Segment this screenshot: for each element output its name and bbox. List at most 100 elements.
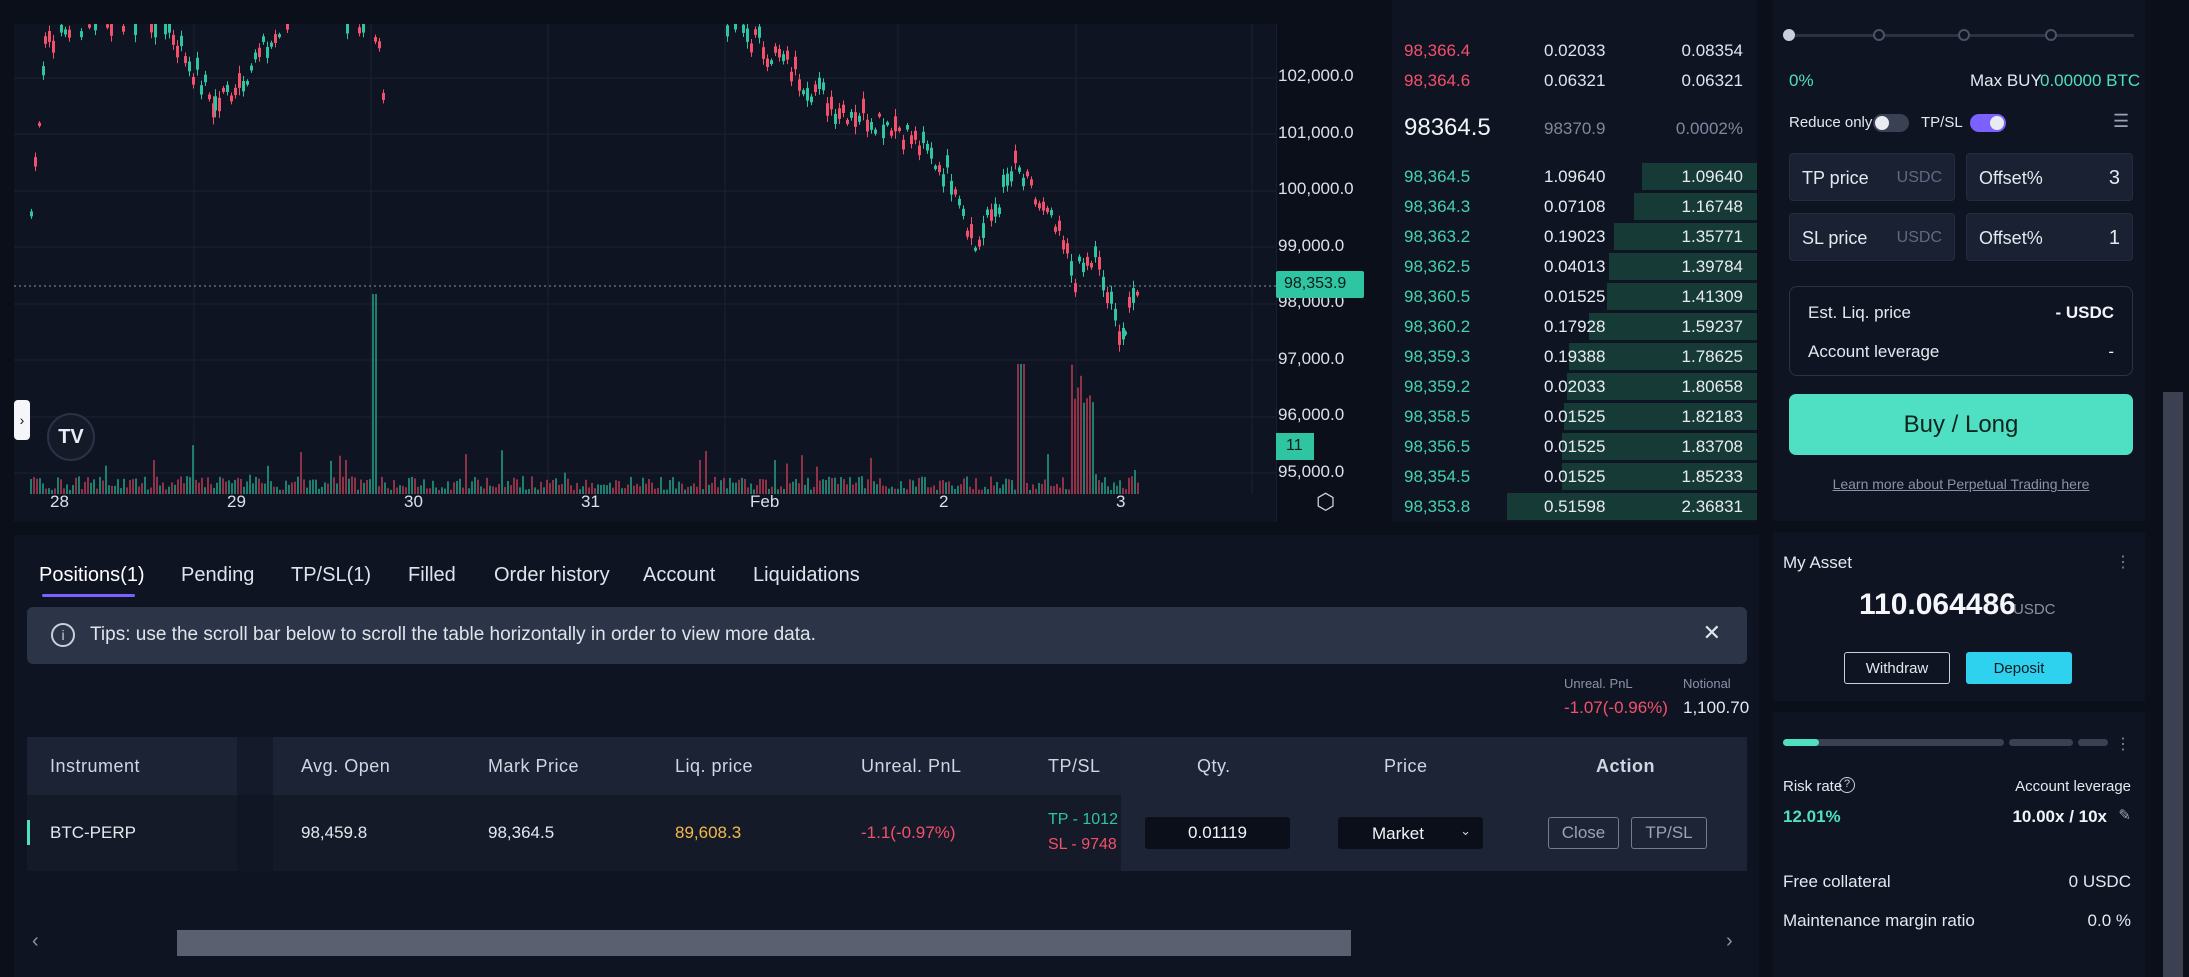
y-tick: 100,000.0 xyxy=(1278,179,1354,198)
bid-row[interactable]: 98,360.2 0.17928 1.59237 xyxy=(1392,311,1757,341)
candle-body xyxy=(946,155,949,168)
tab-order-history[interactable]: Order history xyxy=(494,564,610,586)
tp-price-field[interactable]: TP price USDC xyxy=(1789,153,1955,201)
candle-body xyxy=(866,119,869,132)
tab-liquidations[interactable]: Liquidations xyxy=(753,564,860,586)
candle-body xyxy=(94,24,97,31)
candle-body xyxy=(994,203,997,217)
expand-sidebar-icon[interactable]: › xyxy=(14,400,30,440)
page-scrollbar[interactable] xyxy=(2163,392,2183,977)
volume-bar xyxy=(477,479,479,494)
bid-row[interactable]: 98,353.8 0.51598 2.36831 xyxy=(1392,491,1757,521)
bid-row[interactable]: 98,354.5 0.01525 1.85233 xyxy=(1392,461,1757,491)
candle-body xyxy=(180,35,183,47)
volume-bar xyxy=(516,479,518,494)
bid-row[interactable]: 98,360.5 0.01525 1.41309 xyxy=(1392,281,1757,311)
candle-body xyxy=(998,207,1001,215)
price-chart[interactable] xyxy=(14,24,1277,522)
learn-more-link[interactable]: Learn more about Perpetual Trading here xyxy=(1832,476,2090,492)
candle-body xyxy=(1034,199,1037,205)
bid-row[interactable]: 98,364.3 0.07108 1.16748 xyxy=(1392,191,1757,221)
horizontal-scrollbar[interactable] xyxy=(177,930,1351,956)
qty-input[interactable]: 0.01119 xyxy=(1145,817,1290,849)
withdraw-button[interactable]: Withdraw xyxy=(1844,652,1950,684)
candle-body xyxy=(746,28,749,42)
volume-bar xyxy=(1113,482,1115,494)
volume-bar xyxy=(663,489,665,494)
x-tick: 28 xyxy=(50,492,69,511)
bid-row[interactable]: 98,359.2 0.02033 1.80658 xyxy=(1392,371,1757,401)
tp-offset-field[interactable]: Offset% 3 xyxy=(1966,153,2133,201)
volume-bar xyxy=(1035,488,1037,494)
volume-bar xyxy=(1074,398,1076,494)
bid-row[interactable]: 98,362.5 0.04013 1.39784 xyxy=(1392,251,1757,281)
tab-filled[interactable]: Filled xyxy=(408,564,456,586)
volume-bar xyxy=(471,481,473,494)
candle-body xyxy=(212,103,215,118)
volume-bar xyxy=(33,477,35,494)
deposit-button[interactable]: Deposit xyxy=(1966,652,2072,684)
candle-body xyxy=(270,42,273,47)
volume-bar xyxy=(204,487,206,494)
scroll-left-icon[interactable]: ‹ xyxy=(32,930,39,952)
slider-handle[interactable] xyxy=(1783,29,1795,41)
close-icon[interactable]: ✕ xyxy=(1702,620,1721,645)
volume-bar xyxy=(570,485,572,494)
price-select[interactable]: Market ⌄ xyxy=(1338,817,1483,849)
candlestick-chart[interactable] xyxy=(14,24,1277,522)
volume-bar xyxy=(486,477,488,494)
candle-body xyxy=(1078,256,1081,262)
volume-bar xyxy=(1110,489,1112,494)
tab-account[interactable]: Account xyxy=(643,564,716,586)
tradingview-logo[interactable]: TV xyxy=(47,413,95,461)
volume-bar xyxy=(807,477,809,494)
slider-mark[interactable] xyxy=(1873,29,1885,41)
more-icon[interactable]: ⋮ xyxy=(2115,554,2131,571)
ask-row[interactable]: 98,366.4 0.02033 0.08354 xyxy=(1392,35,1757,65)
tab-tpsl[interactable]: TP/SL(1) xyxy=(291,564,372,586)
reduce-only-toggle[interactable] xyxy=(1873,114,1909,132)
scroll-right-icon[interactable]: › xyxy=(1726,930,1733,952)
volume-bar xyxy=(366,480,368,494)
volume-bar xyxy=(981,489,983,494)
volume-bar xyxy=(681,483,683,494)
tpsl-button[interactable]: TP/SL xyxy=(1631,817,1707,849)
candle-body xyxy=(64,29,67,35)
bid-row[interactable]: 98,358.5 0.01525 1.82183 xyxy=(1392,401,1757,431)
th-qty: Qty. xyxy=(1197,756,1231,776)
candle-body xyxy=(154,24,157,38)
depth-bar xyxy=(1634,193,1757,220)
volume-bar xyxy=(156,476,158,494)
tpsl-toggle[interactable] xyxy=(1970,114,2006,132)
ask-row[interactable]: 98,364.6 0.06321 0.06321 xyxy=(1392,65,1757,95)
price-select-value: Market xyxy=(1372,824,1424,843)
volume-bar xyxy=(939,480,941,494)
candle-body xyxy=(42,66,45,76)
slider-mark[interactable] xyxy=(2045,29,2057,41)
bid-row[interactable]: 98,363.2 0.19023 1.35771 xyxy=(1392,221,1757,251)
bid-row[interactable]: 98,364.5 1.09640 1.09640 xyxy=(1392,161,1757,191)
volume-bar xyxy=(816,466,818,494)
sl-price-field[interactable]: SL price USDC xyxy=(1789,213,1955,261)
volume-bar xyxy=(219,476,221,494)
settings-icon[interactable]: ⬡ xyxy=(1316,489,1336,514)
volume-bar xyxy=(444,488,446,494)
sl-offset-field[interactable]: Offset% 1 xyxy=(1966,213,2133,261)
slider-mark[interactable] xyxy=(1958,29,1970,41)
tab-positions[interactable]: Positions(1) xyxy=(39,564,145,586)
more-icon[interactable]: ⋮ xyxy=(2115,736,2131,753)
volume-bar xyxy=(762,479,764,494)
volume-bar xyxy=(894,488,896,494)
buy-long-button[interactable]: Buy / Long xyxy=(1789,394,2133,455)
bid-row[interactable]: 98,356.5 0.01525 1.83708 xyxy=(1392,431,1757,461)
volume-bar xyxy=(174,484,176,494)
bid-row[interactable]: 98,359.3 0.19388 1.78625 xyxy=(1392,341,1757,371)
volume-bar xyxy=(189,477,191,494)
edit-icon[interactable]: ✎ xyxy=(2118,807,2131,824)
close-position-button[interactable]: Close xyxy=(1548,817,1619,849)
volume-bar xyxy=(321,486,323,494)
tab-pending[interactable]: Pending xyxy=(181,564,255,586)
help-icon[interactable]: ? xyxy=(1839,777,1855,793)
volume-bar xyxy=(474,477,476,494)
sliders-icon[interactable]: ☰ xyxy=(2113,111,2130,131)
